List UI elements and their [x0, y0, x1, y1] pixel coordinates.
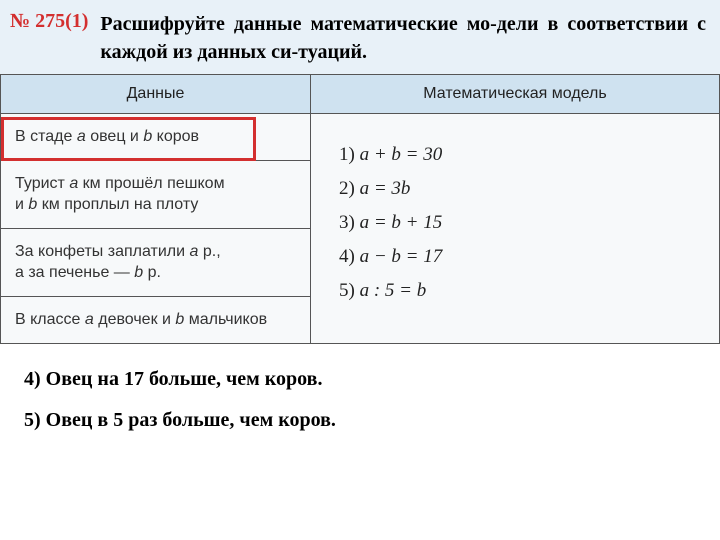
col-header-model: Математическая модель: [311, 75, 720, 114]
answers-block: 4) Овец на 17 больше, чем коров. 5) Овец…: [0, 344, 720, 432]
data-row-1: В стаде a овец и b коров: [1, 114, 311, 161]
problem-header: № 275(1) Расшифруйте данные математическ…: [0, 0, 720, 74]
problem-number: № 275(1): [10, 10, 100, 33]
data-row-2: Турист a км прошёл пешкоми b км проплыл …: [1, 160, 311, 228]
main-table: Данные Математическая модель В стаде a о…: [0, 74, 720, 344]
data-row-4: В классе a девочек и b мальчиков: [1, 296, 311, 343]
model-4: 4) a − b = 17: [339, 246, 699, 268]
models-cell: 1) a + b = 30 2) a = 3b 3) a = b + 15 4)…: [311, 114, 720, 344]
model-1: 1) a + b = 30: [339, 144, 699, 166]
model-5: 5) a : 5 = b: [339, 280, 699, 302]
table-container: Данные Математическая модель В стаде a о…: [0, 74, 720, 344]
answer-5: 5) Овец в 5 раз больше, чем коров.: [24, 409, 696, 432]
model-2: 2) a = 3b: [339, 178, 699, 200]
answer-4: 4) Овец на 17 больше, чем коров.: [24, 368, 696, 391]
data-row-3: За конфеты заплатили a р.,а за печенье —…: [1, 228, 311, 296]
problem-text: Расшифруйте данные математические мо-дел…: [100, 10, 706, 66]
col-header-data: Данные: [1, 75, 311, 114]
model-3: 3) a = b + 15: [339, 212, 699, 234]
